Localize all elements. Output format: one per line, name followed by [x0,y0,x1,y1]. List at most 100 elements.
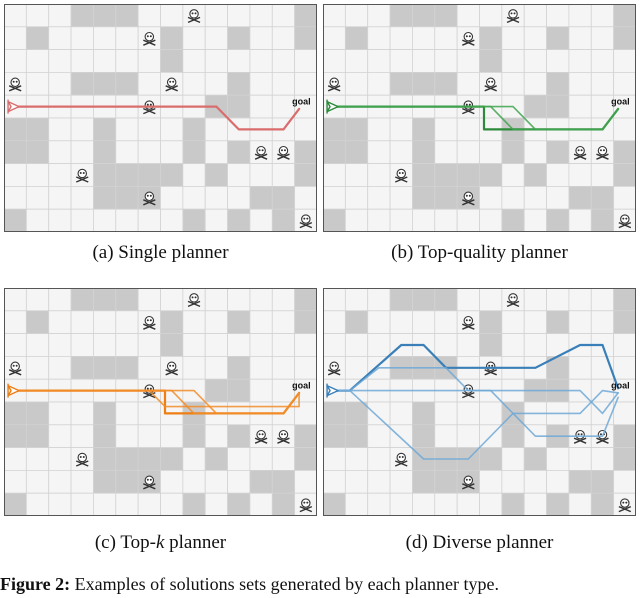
skull-icon [462,31,475,46]
grid-map-a: goal [4,4,317,232]
free-cell [294,49,317,73]
free-cell [523,26,547,50]
blocked-cell [271,185,296,210]
free-cell [48,185,72,210]
blocked-cell [412,163,436,187]
blocked-cell [479,26,503,50]
skull-icon [327,361,341,376]
blocked-cell [115,356,139,380]
free-cell [204,140,228,165]
free-cell [227,288,251,312]
blocked-cell [204,447,228,471]
blocked-cell [613,140,636,165]
blocked-cell [389,4,413,28]
caption-top-k-planner: (c) Top-k planner [94,532,227,553]
free-cell [434,333,458,357]
free-cell [294,72,317,96]
skull-icon [277,145,290,160]
free-cell [4,49,27,73]
free-cell [568,356,592,380]
panel-top-quality-planner: goal [323,4,636,232]
free-cell [523,469,547,494]
blocked-cell [344,140,369,165]
blocked-cell [227,492,251,516]
free-cell [4,26,27,50]
free-cell [271,163,296,187]
free-cell [115,117,139,142]
blocked-cell [479,333,503,357]
free-cell [501,72,525,96]
free-cell [204,310,228,334]
free-cell [523,185,547,210]
free-cell [613,185,636,210]
free-cell [568,310,592,334]
free-cell [25,333,50,357]
blocked-cell [25,401,50,426]
free-cell [4,288,27,312]
skull-icon [506,293,520,308]
free-cell [271,49,296,73]
free-cell [93,333,117,357]
free-cell [568,4,592,28]
free-cell [25,288,50,312]
free-cell [479,288,503,312]
free-cell [344,185,369,210]
free-cell [389,26,413,50]
free-cell [323,310,346,334]
free-cell [501,185,525,210]
free-cell [137,140,161,165]
free-cell [137,72,161,96]
free-cell [523,208,547,232]
free-cell [160,208,184,232]
blocked-cell [227,208,251,232]
blocked-cell [160,447,184,471]
free-cell [182,333,206,357]
free-cell [568,26,592,50]
grid-border [323,288,636,516]
skull-icon [8,77,22,92]
free-cell [271,72,296,96]
free-cell [48,140,72,165]
free-cell [501,26,525,50]
free-cell [137,424,161,449]
free-cell [367,185,391,210]
free-cell [48,208,72,232]
blocked-cell [4,401,27,426]
free-cell [160,492,184,516]
free-cell [48,288,72,312]
free-cell [137,401,161,426]
free-cell [93,26,117,50]
blocked-cell [93,288,117,312]
free-cell [249,94,273,119]
free-cell [70,140,94,165]
caption-top-quality-planner: (b) Top-quality planner [391,242,568,263]
blocked-cell [546,94,570,119]
free-cell [412,310,436,334]
free-cell [501,163,525,187]
free-cell [204,333,228,357]
blocked-cell [434,72,458,96]
blocked-cell [271,469,296,494]
blocked-cell [479,163,503,187]
blocked-cell [456,163,480,187]
free-cell [227,447,251,471]
free-cell [590,72,615,96]
skull-icon [165,77,178,92]
blocked-cell [25,140,50,165]
blocked-cell [137,163,161,187]
free-cell [70,333,94,357]
blocked-cell [93,117,117,142]
free-cell [115,492,139,516]
free-cell [227,469,251,494]
blocked-cell [93,163,117,187]
blocked-cell [271,492,296,516]
blocked-cell [160,333,184,357]
free-cell [323,4,346,28]
free-cell [182,469,206,494]
free-cell [456,401,480,426]
free-cell [568,447,592,471]
free-cell [204,72,228,96]
grid-map-d: goal [323,288,636,516]
free-cell [115,49,139,73]
free-cell [479,208,503,232]
